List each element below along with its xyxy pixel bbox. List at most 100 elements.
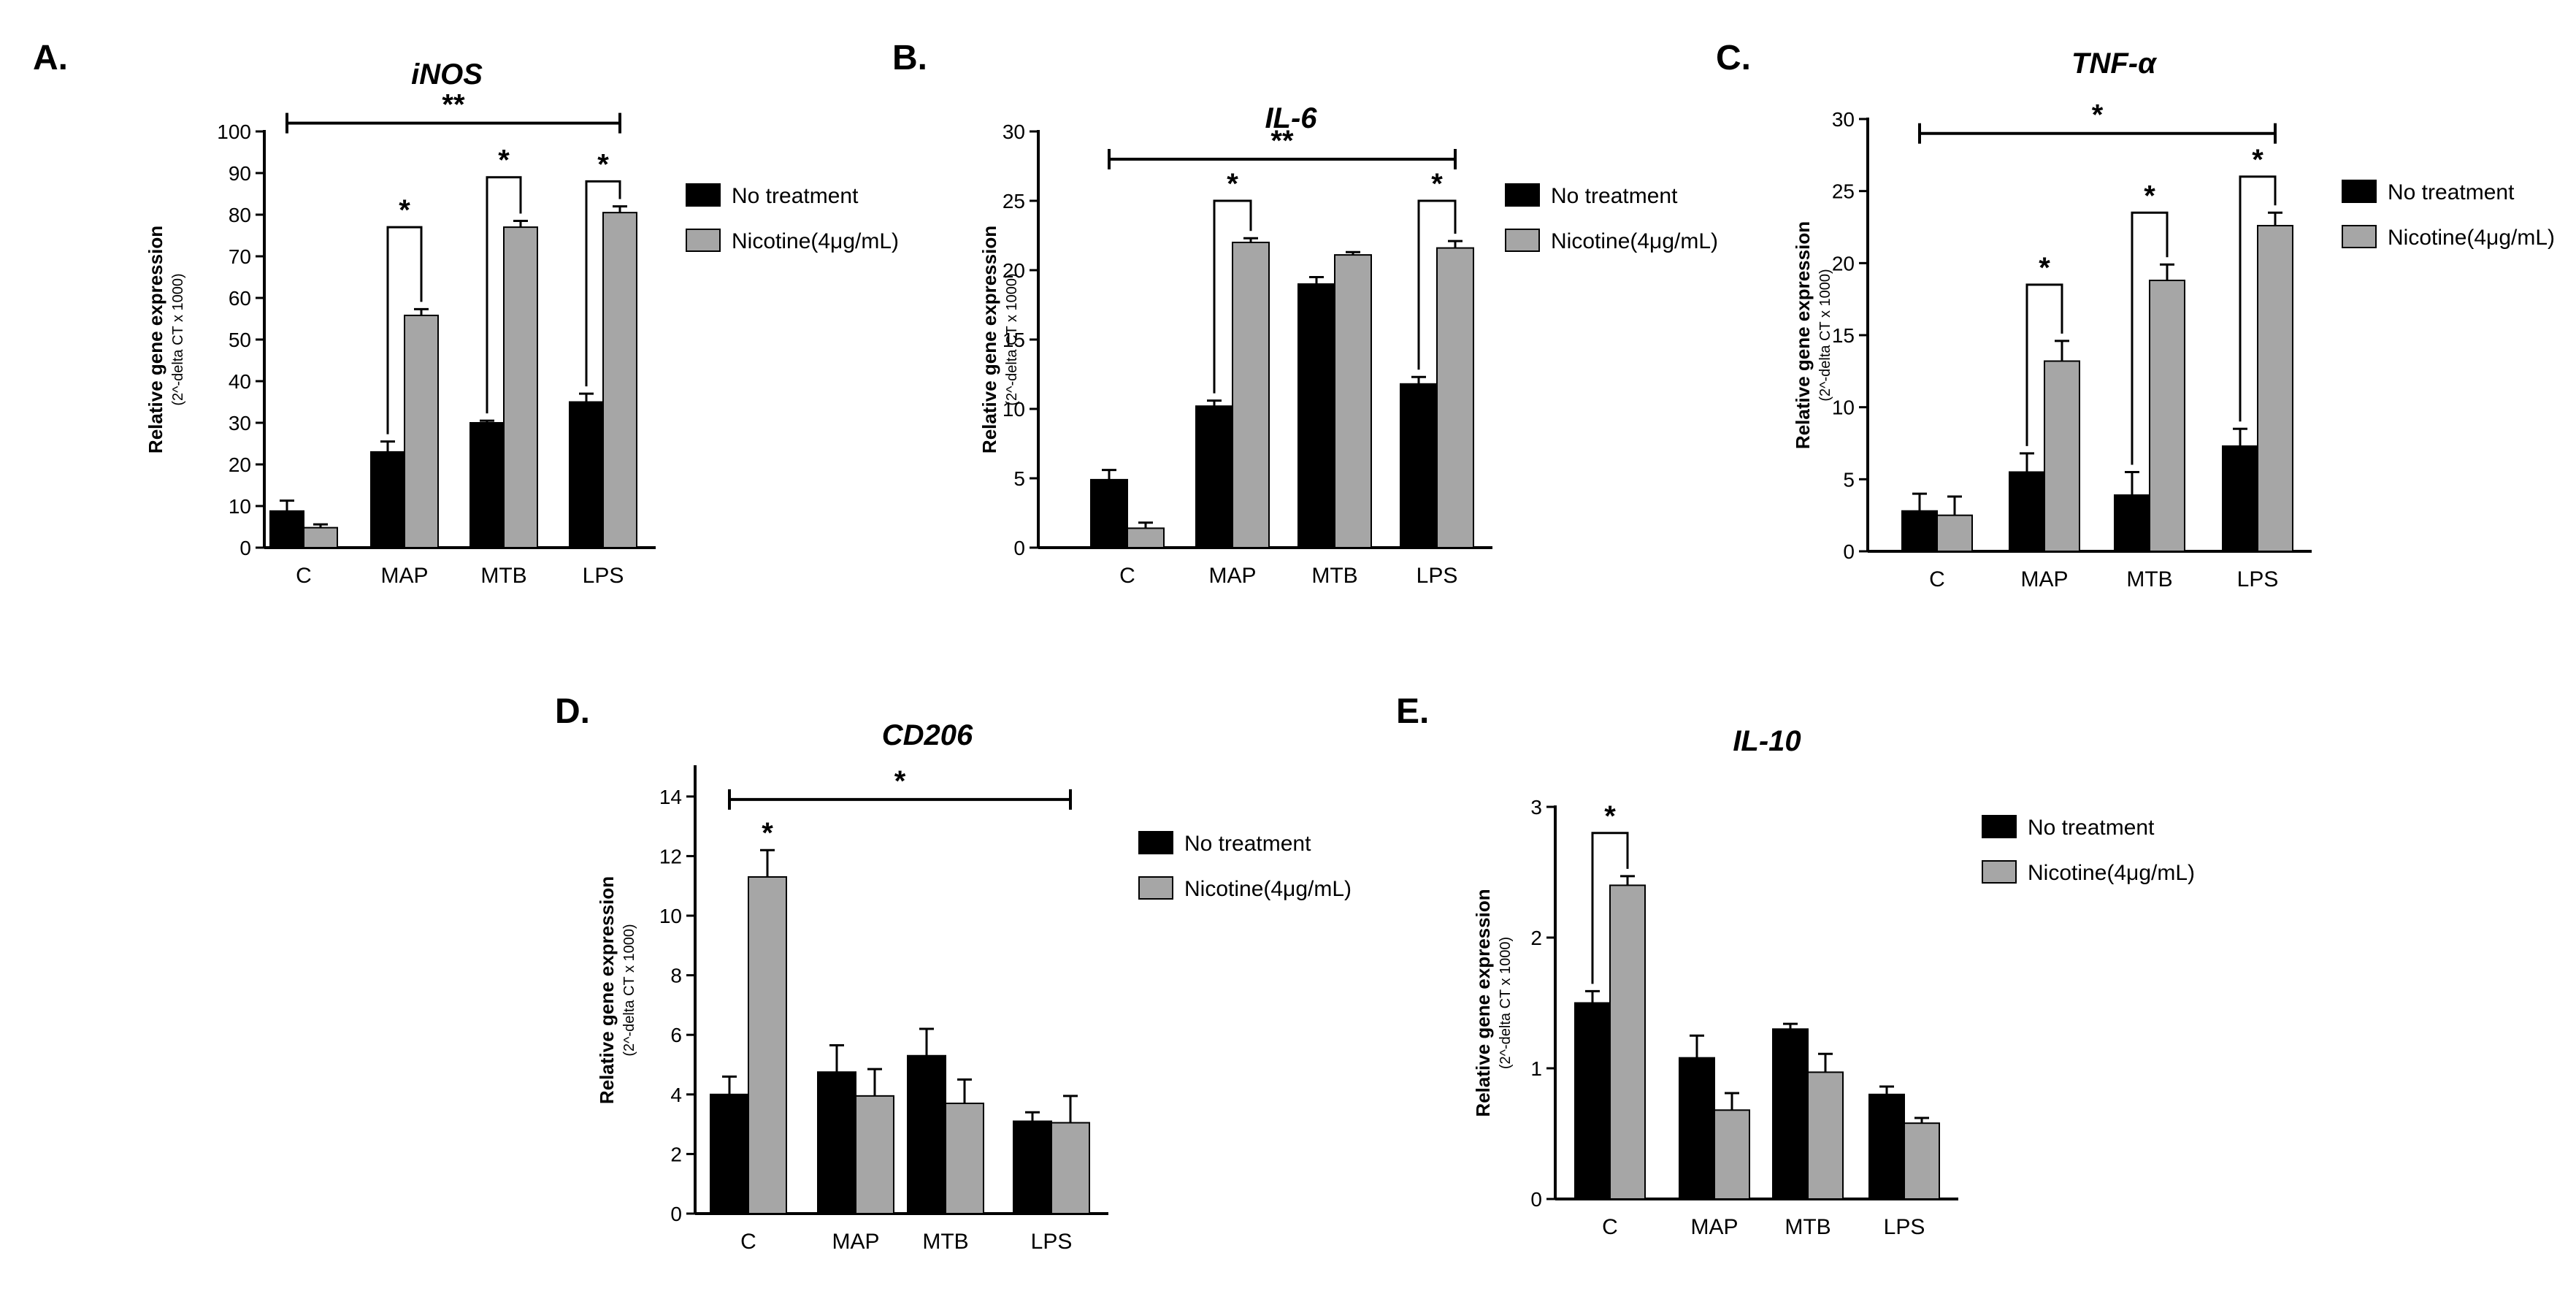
y-tick-label: 2 [670, 1143, 682, 1165]
legend-label: Nicotine(4μg/mL) [732, 229, 899, 253]
panel-letter: C. [1716, 39, 1751, 77]
significance-marker: * [399, 194, 410, 226]
y-tick-label: 20 [1832, 252, 1855, 275]
x-tick-label: MAP [2020, 567, 2068, 591]
bar-no-treatment-c [269, 510, 304, 549]
legend-swatch-nicotine [2342, 225, 2377, 248]
x-tick-label: LPS [583, 564, 624, 588]
significance-bracket [1417, 199, 1457, 370]
bar-nicotine-mtb [945, 1103, 984, 1215]
y-tick-label: 10 [1003, 398, 1025, 421]
significance-bracket [2131, 211, 2169, 465]
chart-panel-d: D. CD206 0 2 4 6 8 10 12 14 Relative gene expressi… [555, 692, 1352, 1254]
bar-nicotine-mtb [1807, 1071, 1844, 1200]
x-tick-label: MTB [1785, 1215, 1831, 1239]
legend-label: No treatment [732, 184, 859, 208]
significance-marker: * [498, 145, 510, 177]
x-tick-label: LPS [1884, 1215, 1925, 1239]
y-tick-label: 80 [229, 204, 251, 226]
bar-no-treatment-c [1090, 478, 1128, 549]
y-tick-label: 0 [1013, 537, 1025, 559]
y-tick-label: 5 [1843, 468, 1855, 491]
chart-panel-a: A. iNOS 0 10 20 30 40 50 60 70 80 90 100 Relative gen… [33, 39, 899, 588]
x-tick-label: C [1119, 564, 1135, 588]
bar-nicotine-c [1609, 884, 1646, 1200]
y-tick-label: 20 [229, 453, 251, 476]
legend-swatch-no-treatment [2342, 180, 2377, 203]
significance-marker: * [597, 148, 609, 180]
bar-no-treatment-mtb [907, 1054, 946, 1215]
significance-bracket [2239, 175, 2277, 422]
x-tick-label: C [1602, 1215, 1618, 1239]
legend-label: No treatment [1184, 832, 1311, 856]
bar-nicotine-map [404, 314, 439, 548]
bar-nicotine-mtb [503, 226, 538, 548]
y-tick-label: 40 [229, 370, 251, 393]
y-axis-sublabel: (2^-delta CT x 1000) [1498, 937, 1514, 1069]
bar-no-treatment-lps [569, 401, 604, 548]
y-tick-label: 2 [1530, 927, 1542, 949]
y-axis-sublabel: (2^-delta CT x 1000) [1817, 269, 1833, 401]
legend-label: Nicotine(4μg/mL) [2388, 226, 2555, 250]
x-tick-label: C [296, 564, 312, 588]
significance-bracket [1591, 832, 1629, 984]
bar-nicotine-lps [1051, 1122, 1090, 1215]
y-axis-label: Relative gene expression [1792, 221, 1814, 449]
y-tick-label: 5 [1013, 467, 1025, 490]
panel-letter: B. [892, 39, 927, 77]
chart-panel-e: E. IL-10 0 1 2 3 Relative gene expression (2^-d… [1396, 692, 2195, 1239]
y-tick-label: 50 [229, 329, 251, 351]
x-tick-label: C [740, 1230, 756, 1254]
y-tick-label: 6 [670, 1024, 682, 1046]
y-tick-label: 0 [670, 1203, 682, 1225]
x-tick-label: LPS [2237, 567, 2279, 591]
bar-nicotine-mtb [2149, 280, 2185, 552]
significance-marker: ** [1270, 125, 1294, 157]
significance-bracket [486, 176, 522, 414]
x-tick-label: MTB [922, 1230, 968, 1254]
y-tick-label: 14 [659, 786, 682, 808]
bar-no-treatment-c [710, 1093, 749, 1215]
y-tick-label: 10 [1832, 397, 1855, 419]
bar-nicotine-map [855, 1095, 894, 1214]
y-axis-sublabel: (2^-delta CT x 1000) [1004, 273, 1020, 405]
significance-marker: * [1431, 168, 1443, 200]
bar-no-treatment-mtb [1297, 283, 1335, 548]
bar-no-treatment-lps [2222, 445, 2258, 552]
y-tick-label: 25 [1003, 190, 1025, 212]
x-tick-label: LPS [1031, 1230, 1073, 1254]
bar-nicotine-lps [2257, 225, 2293, 552]
significance-marker: * [894, 765, 906, 797]
chart-title: CD206 [882, 719, 973, 751]
bar-no-treatment-lps [1868, 1093, 1905, 1200]
significance-bracket [386, 226, 423, 434]
y-tick-label: 15 [1832, 324, 1855, 347]
legend-label: No treatment [2028, 816, 2155, 840]
chart-panel-c: C. TNF-α 0 5 10 15 20 25 30 Relative gene express… [1716, 39, 2555, 591]
x-tick-label: MTB [2126, 567, 2172, 591]
legend-swatch-nicotine [1138, 876, 1173, 900]
panel-letter: A. [33, 39, 68, 77]
bar-nicotine-lps [1904, 1122, 1940, 1200]
y-tick-label: 4 [670, 1084, 682, 1106]
bar-nicotine-map [1714, 1109, 1750, 1200]
bar-nicotine-lps [602, 212, 637, 548]
bar-no-treatment-mtb [2114, 494, 2150, 552]
bar-no-treatment-map [1195, 405, 1233, 549]
y-tick-label: 60 [229, 287, 251, 310]
bar-nicotine-c [303, 526, 338, 549]
bar-nicotine-c [748, 876, 787, 1214]
y-tick-label: 30 [229, 412, 251, 434]
legend-label: No treatment [2388, 180, 2515, 204]
x-tick-label: MTB [1311, 564, 1357, 588]
bar-nicotine-map [1232, 242, 1270, 548]
significance-marker: * [1604, 800, 1616, 832]
significance-bracket [585, 180, 621, 387]
bar-nicotine-c [1936, 514, 1973, 553]
bar-nicotine-mtb [1334, 254, 1372, 548]
legend-swatch-no-treatment [686, 183, 721, 207]
legend-swatch-no-treatment [1138, 831, 1173, 854]
legend-label: Nicotine(4μg/mL) [1184, 877, 1352, 901]
bar-no-treatment-map [2009, 471, 2045, 553]
